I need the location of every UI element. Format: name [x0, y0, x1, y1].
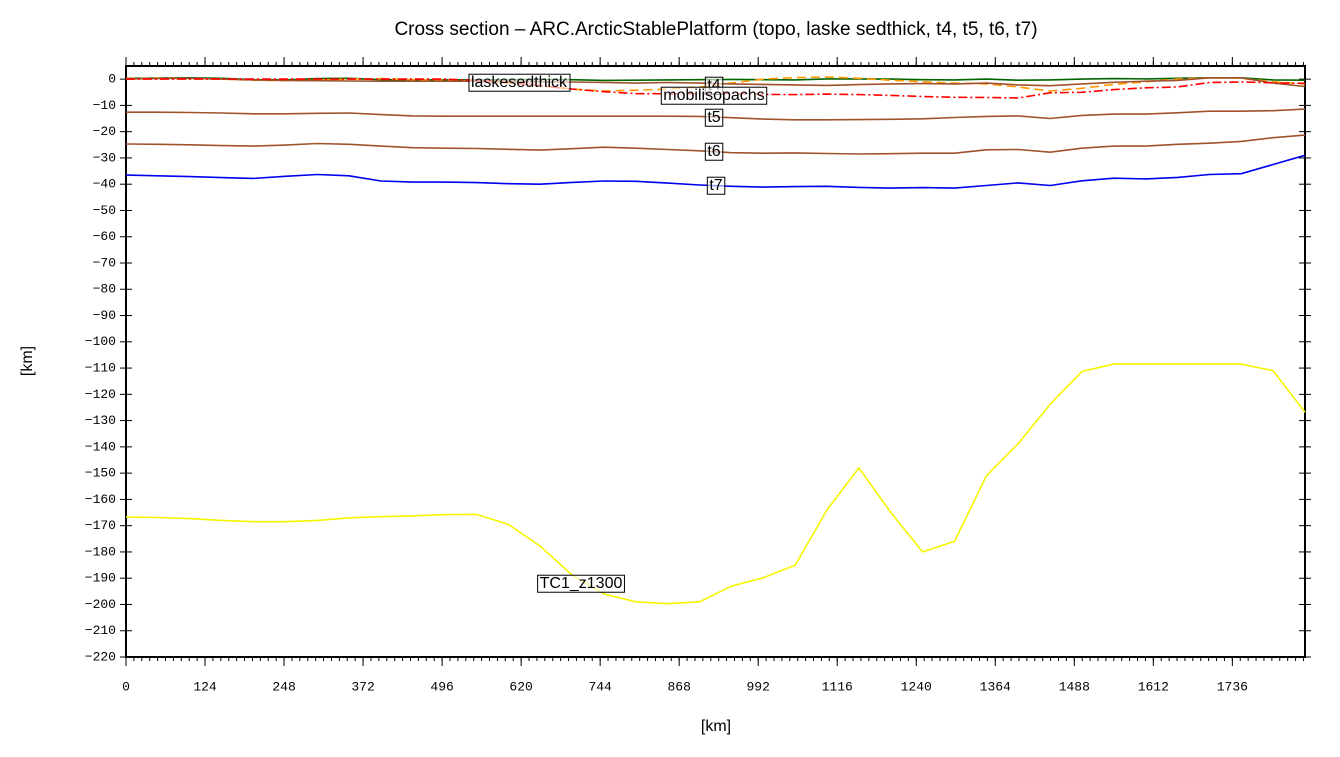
- y-tick-label: −50: [93, 203, 116, 218]
- y-axis-label: [km]: [19, 346, 36, 376]
- y-tick-label: −200: [85, 597, 116, 612]
- y-tick-label: −140: [85, 439, 116, 454]
- y-tick-label: −160: [85, 492, 116, 507]
- x-tick-label: 1116: [822, 679, 853, 694]
- y-tick-label: −150: [85, 466, 116, 481]
- x-tick-label: 620: [509, 679, 532, 694]
- x-tick-label: 868: [667, 679, 690, 694]
- line-label: t5: [707, 109, 720, 126]
- y-tick-label: −180: [85, 544, 116, 559]
- x-tick-label: 1612: [1138, 679, 1169, 694]
- y-tick-label: −90: [93, 308, 116, 323]
- x-tick-label: 1364: [980, 679, 1011, 694]
- y-tick-label: −120: [85, 387, 116, 402]
- y-tick-label: −10: [93, 98, 116, 113]
- x-tick-label: 744: [588, 679, 612, 694]
- x-axis-label: [km]: [701, 718, 731, 735]
- line-label: t7: [709, 177, 722, 194]
- x-tick-label: 124: [193, 679, 217, 694]
- x-tick-label: 496: [430, 679, 453, 694]
- x-tick-label: 0: [122, 679, 130, 694]
- line-label-box: [704, 142, 724, 161]
- y-tick-label: −110: [85, 361, 116, 376]
- y-tick-label: −30: [93, 150, 116, 165]
- x-tick-label: 1488: [1059, 679, 1090, 694]
- y-tick-label: −70: [93, 255, 116, 270]
- line-label: t6: [707, 143, 720, 160]
- y-tick-label: −170: [85, 518, 116, 533]
- line-label-box: [660, 86, 768, 105]
- line-label-box: [706, 176, 726, 195]
- y-tick-label: −220: [85, 649, 116, 664]
- line-label-box: [468, 73, 571, 92]
- y-tick-label: −190: [85, 571, 116, 586]
- line-label: mobilisopachs: [663, 87, 764, 104]
- line-label: TC1_z1300: [540, 575, 623, 592]
- y-tick-label: −40: [93, 177, 116, 192]
- y-tick-label: −80: [93, 282, 116, 297]
- line-label: laskesedthick: [471, 74, 568, 91]
- x-tick-label: 1736: [1217, 679, 1248, 694]
- y-tick-label: −60: [93, 229, 116, 244]
- y-tick-label: −130: [85, 413, 116, 428]
- line-label-box: [537, 574, 625, 593]
- y-tick-label: −100: [85, 334, 116, 349]
- line-label-box: [704, 108, 724, 127]
- y-tick-label: 0: [108, 72, 116, 87]
- y-tick-label: −20: [93, 124, 116, 139]
- plot-frame: [125, 65, 1306, 658]
- series-line: [125, 363, 1306, 605]
- chart-title: Cross section – ARC.ArcticStablePlatform…: [394, 19, 1037, 40]
- y-tick-label: −210: [85, 623, 116, 638]
- x-tick-label: 992: [746, 679, 769, 694]
- x-tick-label: 248: [272, 679, 295, 694]
- x-tick-label: 1240: [901, 679, 932, 694]
- x-tick-label: 372: [351, 679, 374, 694]
